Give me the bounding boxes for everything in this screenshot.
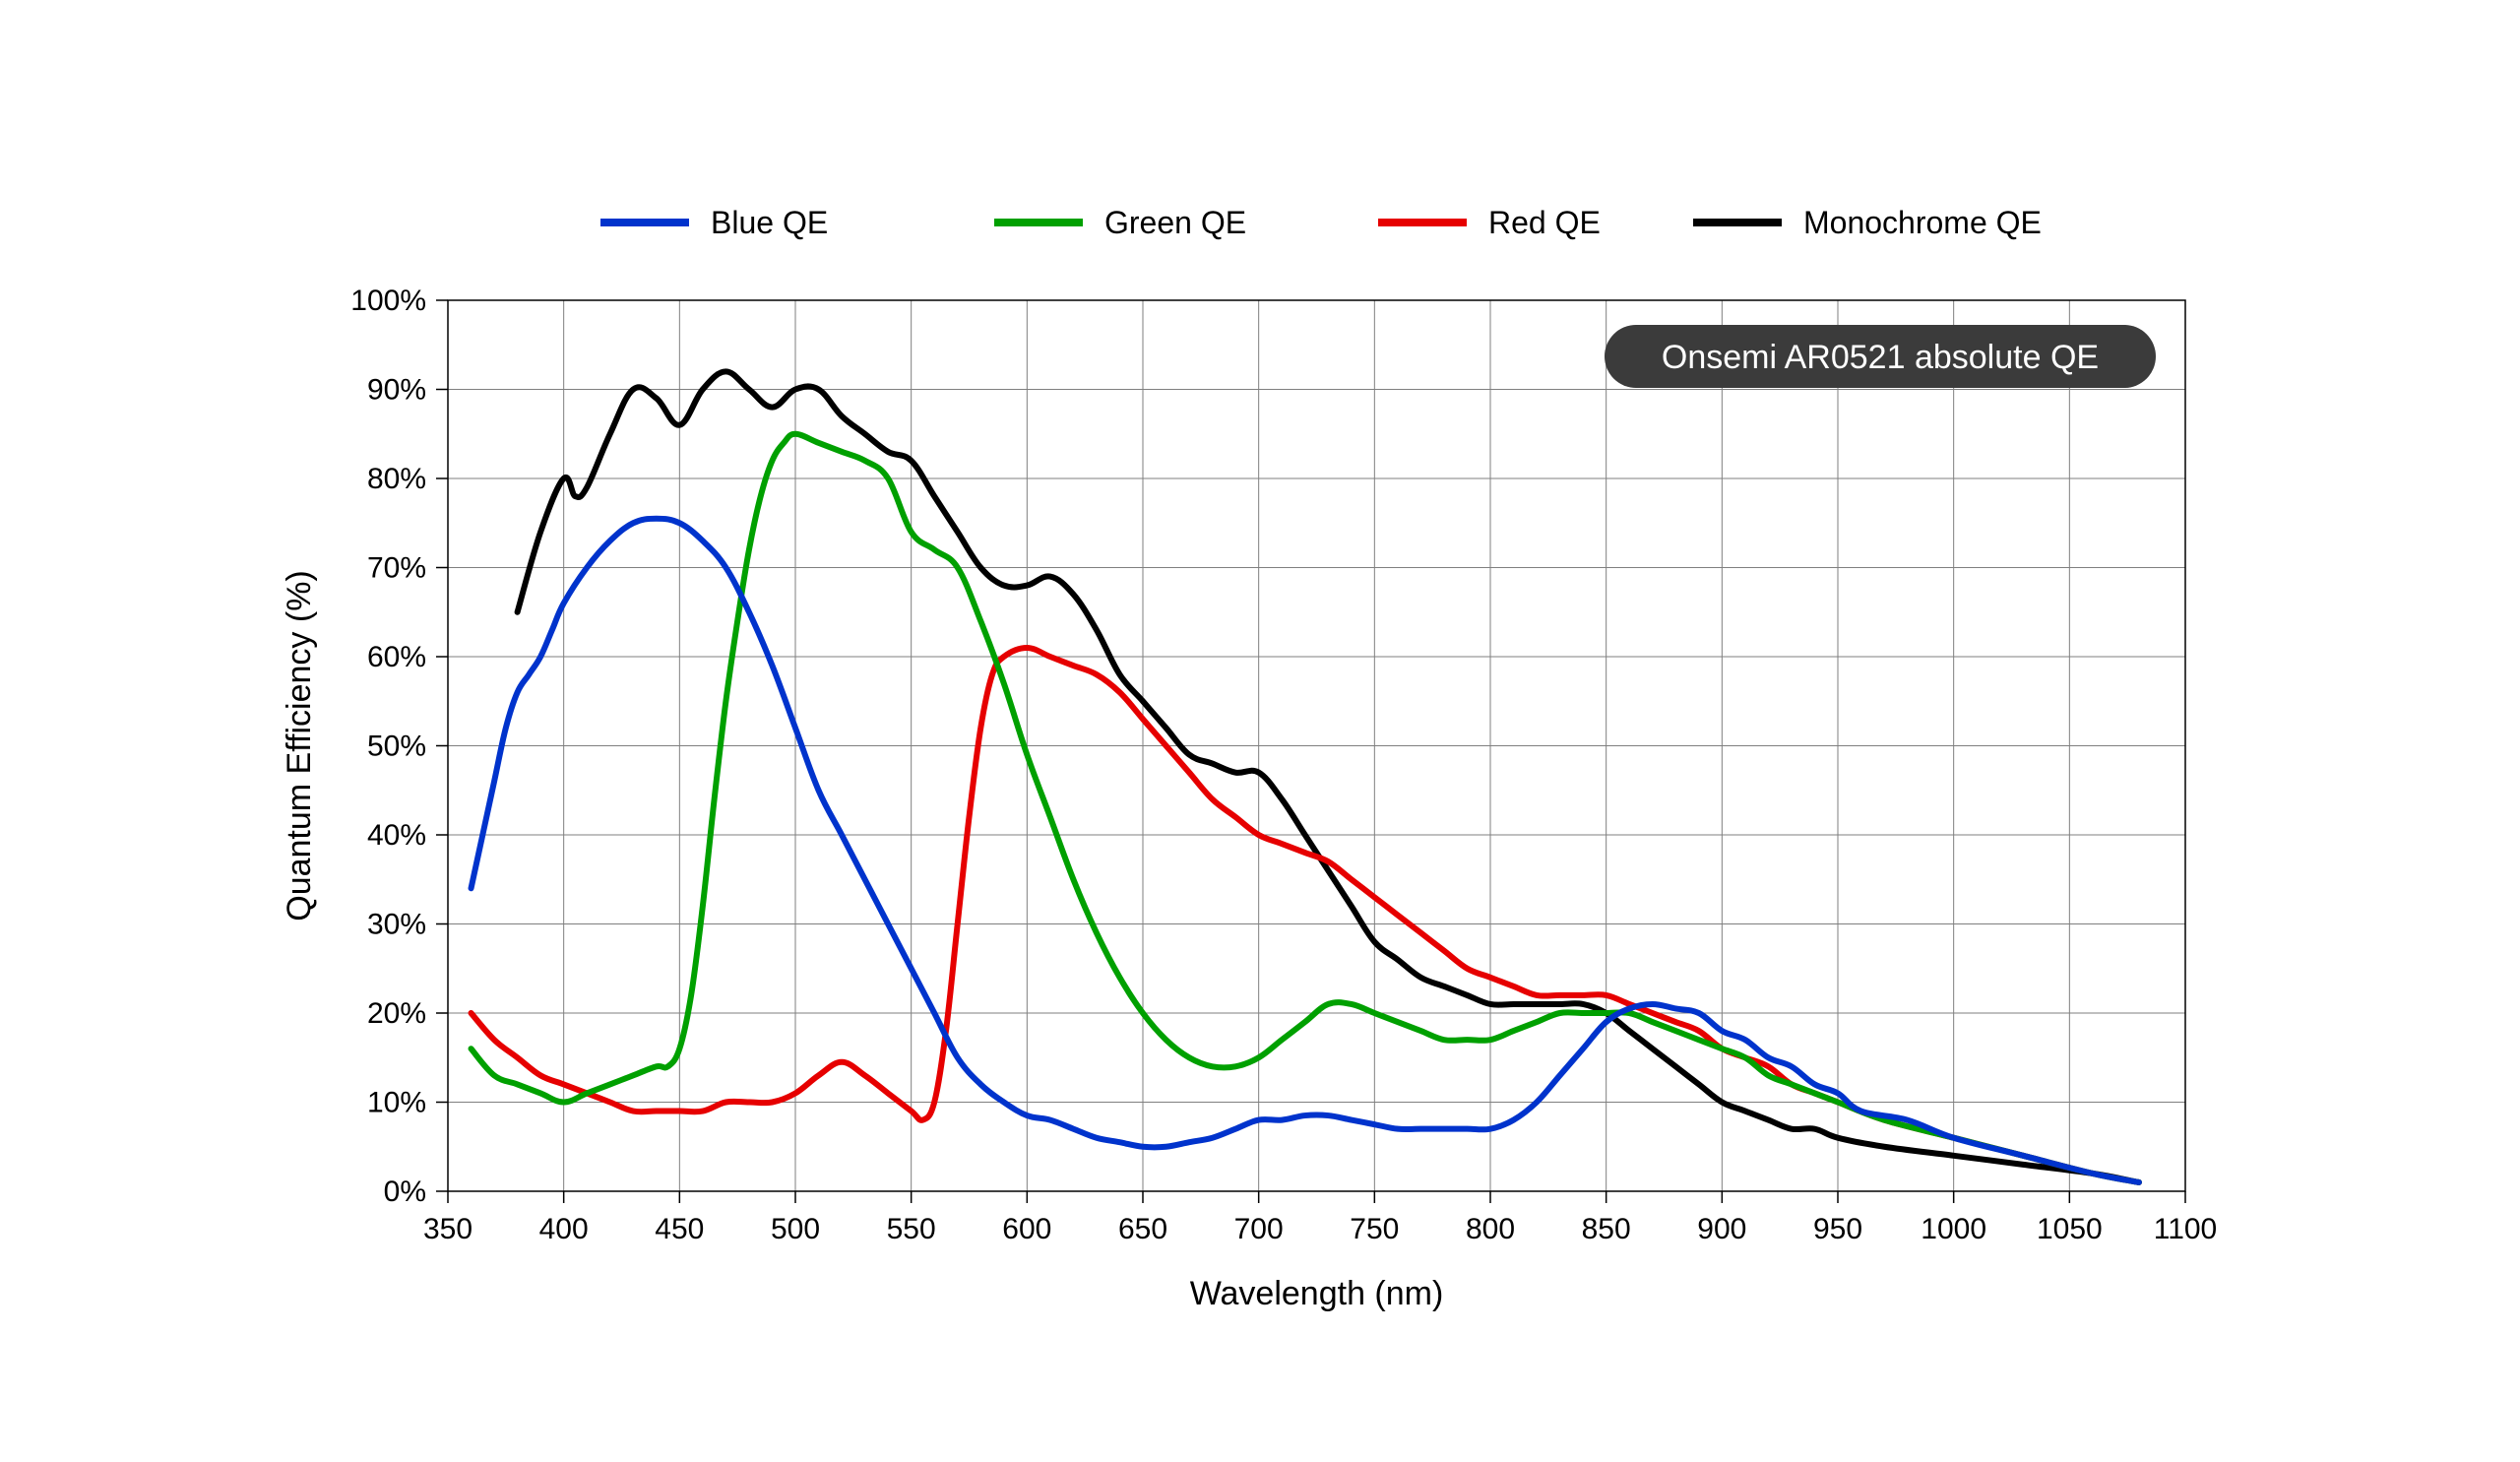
x-tick-label: 700: [1234, 1213, 1284, 1245]
x-tick-label: 1000: [1921, 1213, 1986, 1245]
y-tick-label: 0%: [384, 1176, 426, 1208]
x-tick-label: 800: [1466, 1213, 1515, 1245]
qe-chart: 350 400 450 500 550 600 650 700 750 800 850 900 950 1…: [0, 0, 2520, 1462]
y-tick-label: 20%: [367, 997, 426, 1030]
x-axis-label: Wavelength (nm): [1190, 1275, 1444, 1312]
x-tick-label: 450: [655, 1213, 704, 1245]
legend-label: Blue QE: [711, 205, 828, 240]
chart-badge-label: Onsemi AR0521 absolute QE: [1662, 339, 2099, 376]
legend-label: Monochrome QE: [1803, 205, 2042, 240]
legend-swatch: [600, 219, 689, 226]
x-tick-label: 850: [1582, 1213, 1631, 1245]
legend-swatch: [1693, 219, 1782, 226]
y-tick-label: 10%: [367, 1087, 426, 1119]
y-tick-label: 90%: [367, 374, 426, 407]
legend-swatch: [994, 219, 1083, 226]
x-tick-label: 500: [771, 1213, 820, 1245]
x-tick-label: 950: [1813, 1213, 1862, 1245]
x-tick-label: 400: [539, 1213, 589, 1245]
chart-badge: Onsemi AR0521 absolute QE: [1605, 325, 2156, 388]
chart-svg: 350 400 450 500 550 600 650 700 750 800 850 900 950 1…: [0, 0, 2520, 1462]
legend-label: Red QE: [1488, 205, 1601, 240]
y-tick-label: 60%: [367, 641, 426, 673]
y-tick-label: 50%: [367, 731, 426, 763]
y-axis-label: Quantum Efficiency (%): [281, 570, 318, 922]
x-tick-label: 750: [1350, 1213, 1399, 1245]
y-tick-label: 30%: [367, 909, 426, 941]
x-tick-label: 550: [887, 1213, 936, 1245]
y-tick-label: 40%: [367, 819, 426, 852]
x-tick-label: 650: [1118, 1213, 1167, 1245]
legend-swatch: [1378, 219, 1467, 226]
y-tick-label: 100%: [350, 285, 426, 317]
x-tick-label: 600: [1002, 1213, 1051, 1245]
x-tick-label: 1050: [2037, 1213, 2103, 1245]
x-tick-label: 1100: [2154, 1213, 2218, 1245]
y-tick-label: 70%: [367, 552, 426, 585]
y-tick-label: 80%: [367, 463, 426, 495]
x-tick-label: 900: [1697, 1213, 1746, 1245]
legend-label: Green QE: [1104, 205, 1246, 240]
x-tick-label: 350: [423, 1213, 472, 1245]
